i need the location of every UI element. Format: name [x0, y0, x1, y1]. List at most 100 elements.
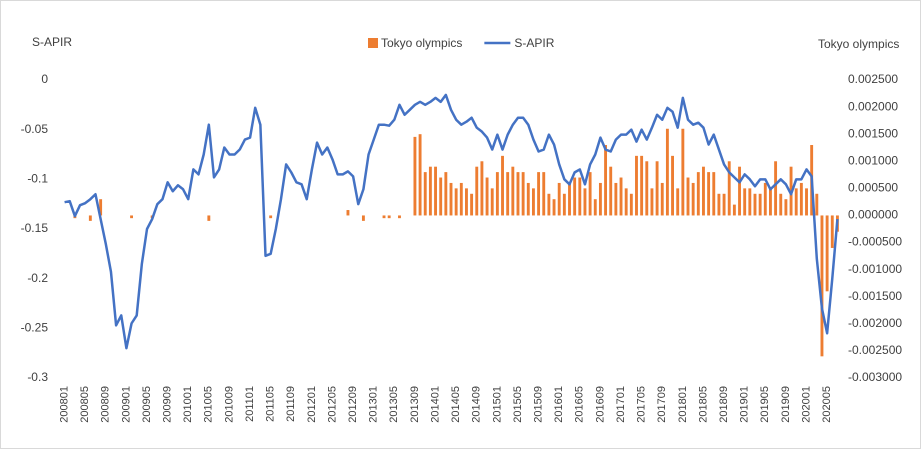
- bar: [449, 182, 453, 216]
- x-tick-label: 201609: [594, 386, 606, 423]
- x-tick-label: 201201: [306, 386, 318, 423]
- bar: [619, 177, 623, 216]
- bar: [418, 134, 422, 216]
- bar: [511, 166, 515, 216]
- bar: [387, 215, 391, 219]
- legend-label: Tokyo olympics: [381, 36, 462, 50]
- x-tick-label: 200901: [120, 386, 132, 423]
- y2-axis-label: Tokyo olympics: [818, 37, 899, 51]
- x-tick-label: 201405: [450, 386, 462, 423]
- y2-tick-label: -0.002000: [848, 316, 902, 330]
- bar: [805, 188, 808, 216]
- bar: [454, 188, 458, 216]
- bar: [732, 204, 736, 216]
- bar: [475, 166, 479, 216]
- x-tick-label: 201801: [677, 386, 689, 423]
- bar: [583, 188, 587, 216]
- bar: [727, 161, 731, 216]
- x-tick-label: 201601: [553, 386, 565, 423]
- bar: [660, 182, 664, 216]
- x-tick-label: 200809: [100, 386, 112, 423]
- y-tick-label: -0.25: [21, 321, 49, 335]
- bar: [650, 188, 654, 216]
- y2-tick-label: 0.000000: [848, 208, 898, 222]
- y2-tick-label: 0.001500: [848, 126, 898, 140]
- bar: [686, 177, 690, 216]
- bar: [769, 188, 772, 216]
- x-tick-label: 202005: [821, 386, 833, 423]
- bar: [691, 182, 695, 216]
- bar: [521, 172, 525, 216]
- x-tick-label: 201701: [615, 386, 627, 423]
- x-tick-label: 201509: [532, 386, 544, 423]
- bar: [470, 193, 474, 216]
- bar: [130, 215, 133, 219]
- bar: [382, 215, 386, 219]
- x-tick-label: 200801: [58, 386, 70, 423]
- legend-label: S-APIR: [514, 36, 554, 50]
- bar: [423, 172, 427, 216]
- line: [64, 93, 839, 350]
- bar: [88, 215, 92, 221]
- bar: [624, 188, 628, 216]
- bar: [774, 161, 778, 216]
- x-tick-label: 201605: [574, 386, 586, 423]
- bar: [743, 188, 747, 216]
- bar: [552, 199, 556, 216]
- bar: [681, 128, 685, 216]
- x-tick-label: 201905: [759, 386, 771, 423]
- bar: [269, 215, 273, 219]
- x-tick-label: 201305: [388, 386, 400, 423]
- bar: [635, 155, 638, 216]
- y2-tick-label: 0.002000: [848, 99, 898, 113]
- y2-tick-label: -0.001000: [848, 262, 902, 276]
- x-tick-label: 201809: [718, 386, 730, 423]
- bar: [573, 177, 577, 216]
- bar: [490, 188, 494, 216]
- bar: [99, 199, 103, 216]
- bar: [645, 161, 649, 216]
- y2-tick-label: 0.002500: [848, 72, 898, 86]
- bar: [794, 188, 798, 216]
- bar: [671, 155, 674, 216]
- bar: [428, 166, 432, 216]
- y-tick-label: -0.1: [27, 172, 48, 186]
- y-tick-label: -0.2: [27, 271, 48, 285]
- x-tick-label: 201901: [739, 386, 751, 423]
- bar: [542, 172, 546, 216]
- bar: [598, 182, 602, 216]
- x-tick-label: 201005: [203, 386, 215, 423]
- bar: [459, 182, 463, 216]
- x-tick-label: 200905: [141, 386, 153, 423]
- y-tick-label: -0.15: [21, 221, 49, 235]
- x-tick-label: 201001: [182, 386, 194, 423]
- y-tick-label: 0: [41, 72, 48, 86]
- bar: [516, 172, 520, 216]
- bar: [707, 172, 711, 216]
- x-tick-label: 201105: [265, 386, 277, 422]
- y2-tick-label: -0.002500: [848, 343, 902, 357]
- bar: [629, 193, 633, 216]
- bar: [799, 182, 803, 216]
- bar: [815, 193, 819, 216]
- bar: [702, 166, 705, 216]
- bar: [609, 166, 613, 216]
- bar: [444, 172, 448, 216]
- bar: [763, 182, 767, 216]
- bar: [825, 215, 829, 292]
- bar: [748, 188, 752, 216]
- bar: [640, 155, 644, 216]
- bar: [722, 193, 726, 216]
- x-tick-label: 202001: [800, 386, 812, 423]
- x-tick-label: 201409: [471, 386, 483, 423]
- x-tick-label: 201709: [656, 386, 668, 423]
- bar: [501, 155, 504, 216]
- bar: [604, 145, 608, 216]
- x-tick-label: 200909: [162, 386, 174, 423]
- bar: [346, 210, 350, 216]
- x-tick-label: 201209: [347, 386, 359, 423]
- bar: [495, 172, 499, 216]
- legend-swatch: [368, 38, 378, 48]
